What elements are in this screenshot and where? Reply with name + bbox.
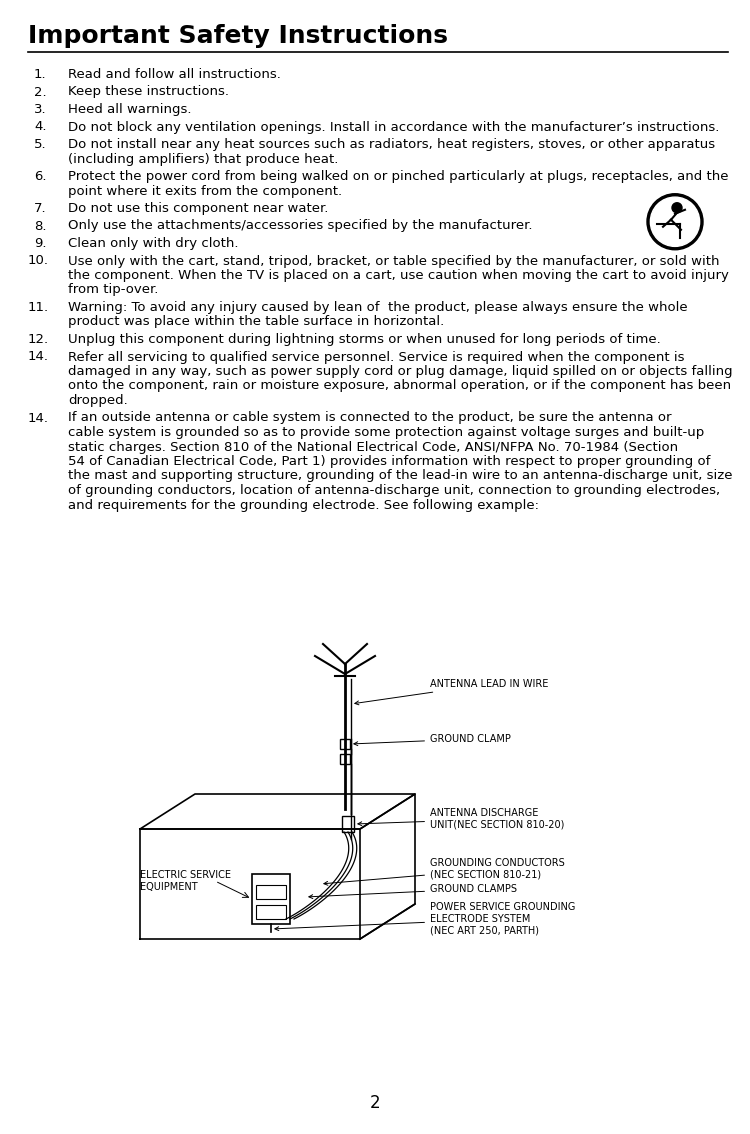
Circle shape xyxy=(650,197,700,246)
Text: damaged in any way, such as power supply cord or plug damage, liquid spilled on : damaged in any way, such as power supply… xyxy=(68,365,733,378)
Text: ANTENNA DISCHARGE
UNIT(NEC SECTION 810-20): ANTENNA DISCHARGE UNIT(NEC SECTION 810-2… xyxy=(358,809,564,830)
Circle shape xyxy=(672,203,682,213)
Text: cable system is grounded so as to provide some protection against voltage surges: cable system is grounded so as to provid… xyxy=(68,426,704,439)
Text: ANTENNA LEAD IN WIRE: ANTENNA LEAD IN WIRE xyxy=(355,679,548,705)
Text: (including amplifiers) that produce heat.: (including amplifiers) that produce heat… xyxy=(68,152,338,166)
Text: POWER SERVICE GROUNDING
ELECTRODE SYSTEM
(NEC ART 250, PARTH): POWER SERVICE GROUNDING ELECTRODE SYSTEM… xyxy=(274,903,575,936)
Text: from tip-over.: from tip-over. xyxy=(68,284,158,296)
Text: Do not install near any heat sources such as radiators, heat registers, stoves, : Do not install near any heat sources suc… xyxy=(68,138,716,151)
Text: and requirements for the grounding electrode. See following example:: and requirements for the grounding elect… xyxy=(68,499,539,511)
Text: onto the component, rain or moisture exposure, abnormal operation, or if the com: onto the component, rain or moisture exp… xyxy=(68,380,731,392)
Text: point where it exits from the component.: point where it exits from the component. xyxy=(68,185,342,197)
Circle shape xyxy=(647,194,703,249)
Text: Refer all servicing to qualified service personnel. Service is required when the: Refer all servicing to qualified service… xyxy=(68,350,685,364)
Text: 14.: 14. xyxy=(28,350,49,364)
Text: 9.: 9. xyxy=(34,237,46,249)
Text: ELECTRIC SERVICE
EQUIPMENT: ELECTRIC SERVICE EQUIPMENT xyxy=(140,870,231,891)
Text: of grounding conductors, location of antenna-discharge unit, connection to groun: of grounding conductors, location of ant… xyxy=(68,484,720,497)
Text: Keep these instructions.: Keep these instructions. xyxy=(68,85,229,99)
Text: 6.: 6. xyxy=(34,170,46,183)
Text: Do not use this component near water.: Do not use this component near water. xyxy=(68,202,328,215)
Text: Warning: To avoid any injury caused by lean of  the product, please always ensur: Warning: To avoid any injury caused by l… xyxy=(68,301,688,314)
Text: Heed all warnings.: Heed all warnings. xyxy=(68,103,191,116)
Text: 2: 2 xyxy=(370,1094,380,1112)
Text: the component. When the TV is placed on a cart, use caution when moving the cart: the component. When the TV is placed on … xyxy=(68,269,729,282)
Text: GROUND CLAMP: GROUND CLAMP xyxy=(354,734,511,746)
Bar xyxy=(340,754,350,764)
Text: Read and follow all instructions.: Read and follow all instructions. xyxy=(68,68,280,81)
Text: 8.: 8. xyxy=(34,220,46,232)
Text: dropped.: dropped. xyxy=(68,393,128,407)
Text: 12.: 12. xyxy=(28,333,50,346)
Text: Do not block any ventilation openings. Install in accordance with the manufactur: Do not block any ventilation openings. I… xyxy=(68,120,719,134)
Text: Only use the attachments/accessories specified by the manufacturer.: Only use the attachments/accessories spe… xyxy=(68,220,532,232)
Text: If an outside antenna or cable system is connected to the product, be sure the a: If an outside antenna or cable system is… xyxy=(68,412,671,424)
Bar xyxy=(252,874,290,924)
Text: Use only with the cart, stand, tripod, bracket, or table specified by the manufa: Use only with the cart, stand, tripod, b… xyxy=(68,254,719,268)
Text: the mast and supporting structure, grounding of the lead-in wire to an antenna-d: the mast and supporting structure, groun… xyxy=(68,469,733,482)
Bar xyxy=(340,739,350,748)
Text: Unplug this component during lightning storms or when unused for long periods of: Unplug this component during lightning s… xyxy=(68,333,661,346)
Text: Important Safety Instructions: Important Safety Instructions xyxy=(28,24,448,48)
Bar xyxy=(256,905,286,919)
Text: 5.: 5. xyxy=(34,138,46,151)
Text: 11.: 11. xyxy=(28,301,50,314)
Text: 54 of Canadian Electrical Code, Part 1) provides information with respect to pro: 54 of Canadian Electrical Code, Part 1) … xyxy=(68,455,710,468)
Text: static charges. Section 810 of the National Electrical Code, ANSI/NFPA No. 70-19: static charges. Section 810 of the Natio… xyxy=(68,440,678,454)
Text: product was place within the table surface in horizontal.: product was place within the table surfa… xyxy=(68,315,444,329)
Text: 1.: 1. xyxy=(34,68,46,81)
Text: 4.: 4. xyxy=(34,120,46,134)
Bar xyxy=(342,816,354,832)
Text: 14.: 14. xyxy=(28,412,49,424)
Text: 2.: 2. xyxy=(34,85,46,99)
Text: Clean only with dry cloth.: Clean only with dry cloth. xyxy=(68,237,238,249)
Text: 7.: 7. xyxy=(34,202,46,215)
Text: GROUND CLAMPS: GROUND CLAMPS xyxy=(309,885,517,898)
Bar xyxy=(256,885,286,899)
Text: GROUNDING CONDUCTORS
(NEC SECTION 810-21): GROUNDING CONDUCTORS (NEC SECTION 810-21… xyxy=(324,858,565,886)
Text: 10.: 10. xyxy=(28,254,49,268)
Text: Protect the power cord from being walked on or pinched particularly at plugs, re: Protect the power cord from being walked… xyxy=(68,170,728,183)
Text: 3.: 3. xyxy=(34,103,46,116)
